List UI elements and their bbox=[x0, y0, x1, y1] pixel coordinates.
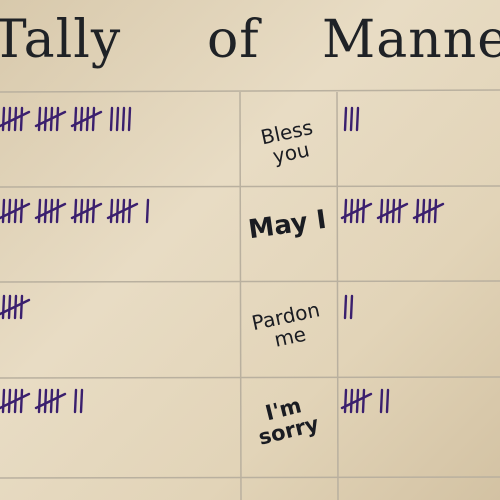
tally-stroke bbox=[73, 198, 78, 224]
tally-cross-stroke bbox=[0, 110, 31, 128]
grid-line-h5 bbox=[0, 476, 500, 479]
title-word-tally: Tally bbox=[0, 10, 122, 70]
tally-cross-stroke bbox=[0, 298, 31, 316]
tally-stroke bbox=[43, 388, 48, 414]
tally-cross-stroke bbox=[340, 202, 373, 220]
tally-stroke bbox=[1, 294, 6, 320]
tally-stroke bbox=[1, 198, 6, 224]
tally-stroke bbox=[91, 198, 96, 224]
tally-stroke bbox=[19, 388, 24, 414]
tally-stroke bbox=[397, 198, 402, 224]
tally-stroke bbox=[421, 198, 426, 224]
tally-stroke bbox=[343, 106, 348, 132]
tally-stroke bbox=[343, 388, 348, 414]
tally-stroke bbox=[349, 106, 354, 132]
tally-stroke bbox=[361, 388, 366, 414]
tally-stroke bbox=[43, 106, 48, 132]
tally-stroke bbox=[379, 388, 384, 414]
tally-stroke bbox=[385, 388, 390, 414]
tally-stroke bbox=[19, 198, 24, 224]
tally-stroke bbox=[37, 388, 42, 414]
tally-cross-stroke bbox=[34, 110, 67, 128]
grid-line-h1 bbox=[0, 89, 500, 93]
tally-stroke bbox=[349, 294, 354, 320]
tally-stroke bbox=[79, 198, 84, 224]
tally-cross-stroke bbox=[106, 202, 139, 220]
tally-stroke bbox=[115, 106, 120, 132]
tally-cross-stroke bbox=[34, 392, 67, 410]
tally-stroke bbox=[55, 106, 60, 132]
tally-stroke bbox=[109, 198, 114, 224]
title-word-manners: Manners bbox=[322, 10, 500, 70]
grid-line-h4 bbox=[0, 376, 500, 379]
tally-stroke bbox=[415, 198, 420, 224]
grid-line-v2 bbox=[336, 91, 339, 500]
tally-stroke bbox=[145, 198, 150, 224]
grid-line-h2 bbox=[0, 185, 500, 188]
tally-stroke bbox=[7, 198, 12, 224]
tally-stroke bbox=[121, 106, 126, 132]
tally-stroke bbox=[19, 294, 24, 320]
tally-stroke bbox=[433, 198, 438, 224]
tally-stroke bbox=[79, 106, 84, 132]
tally-stroke bbox=[7, 106, 12, 132]
tally-stroke bbox=[19, 106, 24, 132]
tally-stroke bbox=[385, 198, 390, 224]
tally-stroke bbox=[1, 106, 6, 132]
tally-stroke bbox=[109, 106, 114, 132]
grid-line-v1 bbox=[239, 91, 242, 500]
tally-stroke bbox=[7, 388, 12, 414]
tally-stroke bbox=[127, 106, 132, 132]
tally-stroke bbox=[379, 198, 384, 224]
tally-cross-stroke bbox=[0, 392, 31, 410]
tally-stroke bbox=[55, 388, 60, 414]
grid-line-h3 bbox=[0, 280, 500, 283]
tally-stroke bbox=[7, 294, 12, 320]
tally-stroke bbox=[343, 294, 348, 320]
tally-stroke bbox=[1, 388, 6, 414]
poster-title: Tally of Manners bbox=[0, 2, 500, 82]
tally-stroke bbox=[127, 198, 132, 224]
tally-stroke bbox=[361, 198, 366, 224]
tally-cross-stroke bbox=[0, 202, 31, 220]
tally-stroke bbox=[73, 106, 78, 132]
tally-cross-stroke bbox=[340, 392, 373, 410]
tally-stroke bbox=[115, 198, 120, 224]
tally-cross-stroke bbox=[376, 202, 409, 220]
tally-stroke bbox=[349, 388, 354, 414]
tally-stroke bbox=[73, 388, 78, 414]
tally-stroke bbox=[355, 106, 360, 132]
tally-stroke bbox=[343, 198, 348, 224]
tally-cross-stroke bbox=[70, 110, 103, 128]
tally-stroke bbox=[37, 198, 42, 224]
tally-stroke bbox=[37, 106, 42, 132]
tally-cross-stroke bbox=[412, 202, 445, 220]
tally-stroke bbox=[55, 198, 60, 224]
tally-stroke bbox=[91, 106, 96, 132]
tally-cross-stroke bbox=[34, 202, 67, 220]
tally-stroke bbox=[79, 388, 84, 414]
tally-stroke bbox=[43, 198, 48, 224]
tally-cross-stroke bbox=[70, 202, 103, 220]
title-word-of: of bbox=[207, 10, 260, 70]
tally-stroke bbox=[349, 198, 354, 224]
